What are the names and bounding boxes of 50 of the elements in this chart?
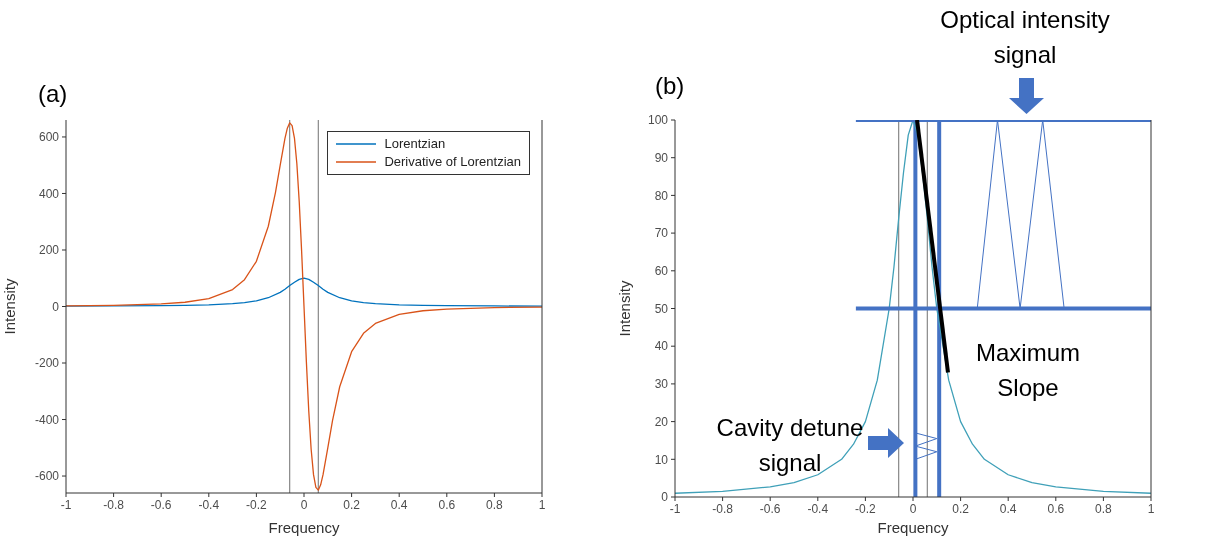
chart-title: (a) — [38, 80, 68, 108]
legend-label: Derivative of Lorentzian — [384, 153, 521, 171]
x-tick-label: 0.6 — [438, 497, 456, 512]
y-tick-label: 600 — [38, 130, 60, 145]
x-tick-label: -0.2 — [246, 497, 268, 512]
x-tick-label: 0.2 — [343, 497, 361, 512]
legend-label: Lorentzian — [384, 135, 446, 153]
y-tick-label: 10 — [654, 452, 669, 467]
x-tick-label: 0.2 — [952, 501, 970, 516]
x-tick-label: -0.4 — [807, 501, 829, 516]
y-tick-label: 400 — [38, 186, 60, 201]
y-tick-label: -400 — [34, 412, 60, 427]
y-tick-label: 40 — [654, 339, 669, 354]
x-axis-title: Frequency — [877, 519, 949, 536]
x-tick-label: -0.6 — [150, 497, 172, 512]
x-tick-label: -1 — [60, 497, 72, 512]
x-tick-label: -0.6 — [759, 501, 781, 516]
y-tick-label: 50 — [654, 301, 669, 316]
x-tick-label: 1 — [1147, 501, 1155, 516]
annotation: Maximum Slope — [975, 338, 1081, 403]
y-tick-label: 200 — [38, 243, 60, 258]
annotation: Cavity detune signal — [715, 413, 865, 478]
y-tick-label: -600 — [34, 469, 60, 484]
y-tick-label: 90 — [654, 150, 669, 165]
y-axis-title: Intensity — [616, 280, 634, 337]
y-tick-label: 0 — [52, 299, 60, 314]
y-tick-label: 100 — [647, 113, 669, 128]
y-tick-label: 70 — [654, 226, 669, 241]
x-tick-label: 0.4 — [999, 501, 1017, 516]
x-tick-label: 0.4 — [390, 497, 408, 512]
x-tick-label: 0.8 — [1095, 501, 1113, 516]
x-tick-label: 1 — [538, 497, 546, 512]
x-tick-label: 0.6 — [1047, 501, 1065, 516]
text: Optical intensity signal — [939, 5, 1111, 70]
y-tick-label: 80 — [654, 188, 669, 203]
x-tick-label: 0 — [300, 497, 308, 512]
x-tick-label: -0.2 — [855, 501, 877, 516]
x-tick-label: -0.8 — [103, 497, 125, 512]
y-tick-label: 30 — [654, 377, 669, 392]
x-tick-label: -0.8 — [712, 501, 734, 516]
x-tick-label: 0.8 — [486, 497, 504, 512]
x-tick-label: 0 — [909, 501, 917, 516]
y-tick-label: 60 — [654, 264, 669, 279]
x-axis-title: Frequency — [268, 519, 340, 536]
y-tick-label: -200 — [34, 356, 60, 371]
x-tick-label: -0.4 — [198, 497, 220, 512]
y-axis-title: Intensity — [1, 278, 19, 335]
x-tick-label: -1 — [669, 501, 681, 516]
y-tick-label: 20 — [654, 414, 669, 429]
chart-title: (b) — [655, 72, 685, 100]
